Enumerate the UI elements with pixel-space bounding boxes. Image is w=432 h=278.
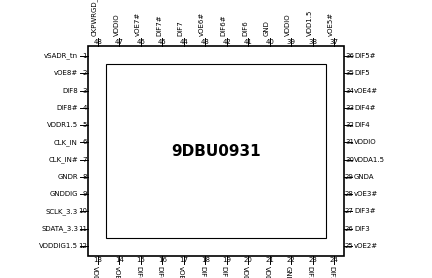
Text: 30: 30 [345, 157, 354, 163]
Text: 7: 7 [83, 157, 87, 163]
Text: 47: 47 [115, 39, 124, 45]
Text: GNDA: GNDA [354, 174, 375, 180]
Text: 13: 13 [93, 257, 102, 263]
Text: 46: 46 [137, 39, 145, 45]
Text: VDDIO: VDDIO [285, 13, 291, 36]
Text: 1: 1 [83, 53, 87, 59]
Text: 29: 29 [345, 174, 354, 180]
Text: vOE0#: vOE0# [114, 266, 120, 278]
Text: DIF6: DIF6 [242, 20, 248, 36]
Text: SCLK_3.3: SCLK_3.3 [46, 208, 78, 215]
Text: 14: 14 [115, 257, 124, 263]
Text: vOE3#: vOE3# [354, 191, 378, 197]
Text: 31: 31 [345, 139, 354, 145]
Text: vOE5#: vOE5# [328, 12, 334, 36]
Text: DIF8: DIF8 [62, 88, 78, 93]
Text: vOE7#: vOE7# [135, 12, 141, 36]
Text: GND: GND [285, 266, 291, 278]
Text: DIF8#: DIF8# [56, 105, 78, 111]
Text: DIF2#: DIF2# [328, 266, 334, 278]
Text: DIF1#: DIF1# [221, 266, 227, 278]
Text: VDDIO: VDDIO [114, 13, 120, 36]
Text: CLK_IN: CLK_IN [54, 139, 78, 146]
Text: 4: 4 [83, 105, 87, 111]
Text: DIF4#: DIF4# [354, 105, 375, 111]
Text: 5: 5 [83, 122, 87, 128]
Text: 39: 39 [286, 39, 295, 45]
Text: 26: 26 [345, 226, 354, 232]
Text: GNDDIG: GNDDIG [50, 191, 78, 197]
Text: 40: 40 [265, 39, 274, 45]
Text: DIF5#: DIF5# [354, 53, 375, 59]
Text: DIF7: DIF7 [178, 20, 184, 36]
Text: 35: 35 [345, 70, 354, 76]
Text: 9: 9 [83, 191, 87, 197]
Text: 28: 28 [345, 191, 354, 197]
Text: 48: 48 [94, 39, 102, 45]
Text: 20: 20 [244, 257, 253, 263]
Text: DIF7#: DIF7# [156, 14, 162, 36]
Text: 12: 12 [78, 243, 87, 249]
Text: 21: 21 [265, 257, 274, 263]
Text: 17: 17 [179, 257, 188, 263]
Text: DIF3: DIF3 [354, 226, 370, 232]
Text: GNDR: GNDR [57, 174, 78, 180]
Text: vOE1#: vOE1# [178, 266, 184, 278]
Text: DIF1: DIF1 [199, 266, 205, 278]
Text: VDD1.5: VDD1.5 [307, 10, 312, 36]
Text: DIF6#: DIF6# [221, 14, 227, 36]
Text: VDDIO: VDDIO [354, 139, 377, 145]
Text: 24: 24 [330, 257, 338, 263]
Text: CKPWRGD_PD#: CKPWRGD_PD# [91, 0, 98, 36]
Text: VDDA1.5: VDDA1.5 [354, 157, 385, 163]
Bar [88, 46, 344, 256]
Text: DIF0: DIF0 [135, 266, 141, 278]
Text: 33: 33 [345, 105, 354, 111]
Text: vOE8#: vOE8# [54, 70, 78, 76]
Text: 16: 16 [158, 257, 167, 263]
Text: 41: 41 [244, 39, 253, 45]
Text: 34: 34 [345, 88, 354, 93]
Text: 37: 37 [330, 39, 339, 45]
Text: 27: 27 [345, 208, 354, 214]
Text: 23: 23 [308, 257, 317, 263]
Text: 19: 19 [222, 257, 231, 263]
Text: VDDDIG1.5: VDDDIG1.5 [39, 243, 78, 249]
Text: 42: 42 [222, 39, 231, 45]
Text: VDDIO: VDDIO [264, 266, 270, 278]
Text: CLK_IN#: CLK_IN# [48, 156, 78, 163]
Text: 45: 45 [158, 39, 167, 45]
Text: 38: 38 [308, 39, 317, 45]
Text: 9DBU0931: 9DBU0931 [171, 143, 261, 158]
Text: 3: 3 [83, 88, 87, 93]
Text: 43: 43 [201, 39, 210, 45]
Text: VDDIO: VDDIO [92, 266, 98, 278]
Text: 10: 10 [78, 208, 87, 214]
Text: VDD1.5: VDD1.5 [242, 266, 248, 278]
Text: DIF0#: DIF0# [156, 266, 162, 278]
Text: DIF3#: DIF3# [354, 208, 376, 214]
Text: vOE4#: vOE4# [354, 88, 378, 93]
Text: 18: 18 [201, 257, 210, 263]
Text: 22: 22 [287, 257, 295, 263]
Text: GND: GND [264, 20, 270, 36]
Bar [106, 64, 326, 238]
Text: 25: 25 [345, 243, 354, 249]
Text: 2: 2 [83, 70, 87, 76]
Text: 44: 44 [179, 39, 188, 45]
Text: VDDR1.5: VDDR1.5 [47, 122, 78, 128]
Text: 15: 15 [137, 257, 145, 263]
Text: DIF5: DIF5 [354, 70, 370, 76]
Text: SDATA_3.3: SDATA_3.3 [41, 225, 78, 232]
Text: vSADR_tn: vSADR_tn [44, 53, 78, 59]
Text: vOE2#: vOE2# [354, 243, 378, 249]
Text: vOE6#: vOE6# [199, 12, 205, 36]
Text: 8: 8 [83, 174, 87, 180]
Text: 6: 6 [83, 139, 87, 145]
Text: DIF2: DIF2 [307, 266, 312, 278]
Text: 11: 11 [78, 226, 87, 232]
Text: DIF4: DIF4 [354, 122, 370, 128]
Text: 36: 36 [345, 53, 354, 59]
Text: 32: 32 [345, 122, 354, 128]
